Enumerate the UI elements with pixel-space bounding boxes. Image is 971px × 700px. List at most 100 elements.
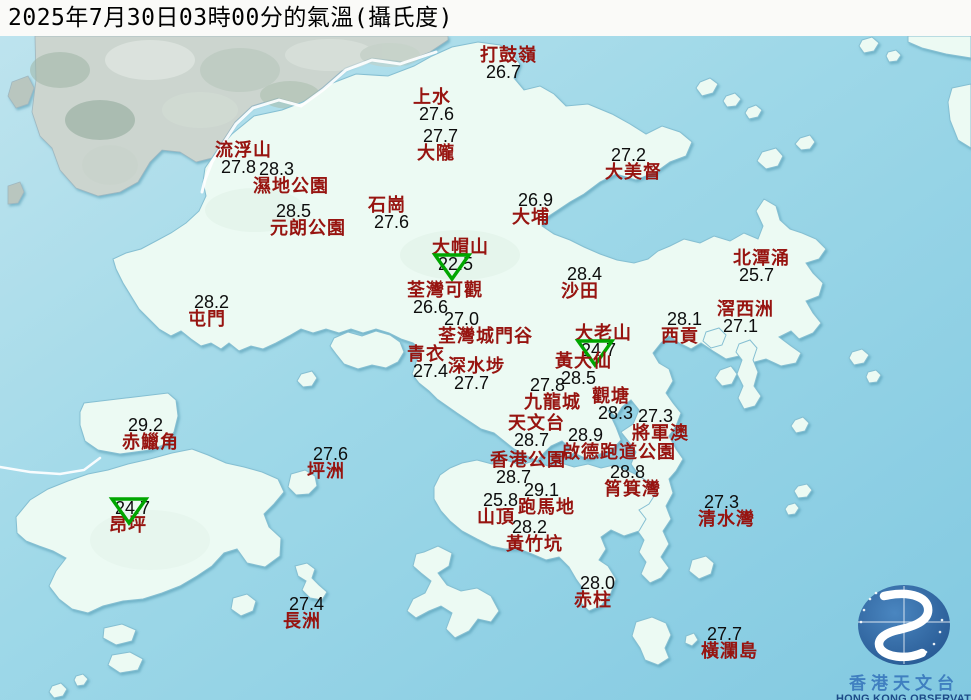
lamma-island xyxy=(406,545,500,639)
station-name: 觀塘 xyxy=(592,386,630,406)
station-label: 25.8 山頂 xyxy=(477,490,519,527)
station-value: 28.4 xyxy=(567,264,603,284)
station-name: 將軍澳 xyxy=(632,423,689,443)
station-label: 28.5 元朗公園 xyxy=(270,201,346,238)
station-value: 28.5 xyxy=(276,201,312,221)
border-river-line xyxy=(200,50,438,194)
station-name: 山頂 xyxy=(477,507,515,527)
station-name: 赤鱲角 xyxy=(122,432,179,452)
station-label: 石崗 27.6 xyxy=(368,195,410,232)
station-label: 滘西洲 27.1 xyxy=(717,299,774,336)
station-value: 28.7 xyxy=(514,430,550,450)
station-name: 打鼓嶺 xyxy=(480,45,537,65)
logo-title-zh: 香港天文台 xyxy=(849,674,959,693)
station-label: 觀塘 28.3 xyxy=(592,386,633,422)
station-value: 28.5 xyxy=(561,368,597,388)
station-value: 28.7 xyxy=(496,467,532,487)
station-label: 27.7 大隴 xyxy=(417,127,458,163)
station-value: 26.6 xyxy=(413,297,449,317)
land-masses xyxy=(15,35,971,699)
station-label: 29.1 跑馬地 xyxy=(518,480,575,517)
station-value: 27.8 xyxy=(221,157,257,177)
station-name: 西貢 xyxy=(661,326,699,346)
station-name: 深水埗 xyxy=(448,356,505,376)
station-value: 29.1 xyxy=(524,480,560,500)
station-name: 元朗公園 xyxy=(270,218,346,238)
station-label: 24.7 昂坪 xyxy=(108,497,150,534)
station-name: 大帽山 xyxy=(432,237,489,257)
new-territories xyxy=(112,41,827,584)
station-value: 27.1 xyxy=(723,316,759,336)
station-name: 九龍城 xyxy=(524,392,581,412)
station-label: 27.4 長洲 xyxy=(283,595,324,631)
station-value: 27.3 xyxy=(704,492,740,512)
station-value: 22.5 xyxy=(431,253,473,282)
station-value: 27.7 xyxy=(707,624,743,644)
station-value: 27.3 xyxy=(638,406,674,426)
station-name: 坪洲 xyxy=(307,461,345,481)
station-name: 大隴 xyxy=(417,143,455,163)
station-label: 26.9 大埔 xyxy=(512,190,554,226)
station-value: 27.6 xyxy=(374,212,410,232)
lantau-island xyxy=(15,448,285,614)
station-value: 27.6 xyxy=(313,444,349,464)
station-label: 27.3 將軍澳 xyxy=(632,406,689,443)
station-name: 大美督 xyxy=(605,162,662,182)
station-name: 石崗 xyxy=(368,195,406,215)
station-value: 27.0 xyxy=(444,309,480,329)
station-name: 荃灣可觀 xyxy=(407,280,483,300)
station-value: 28.3 xyxy=(259,159,295,179)
tsing-yi-island xyxy=(329,330,405,370)
station-value: 27.2 xyxy=(611,145,647,165)
station-value: 25.8 xyxy=(483,490,519,510)
station-name: 荃灣城門谷 xyxy=(438,326,533,346)
station-label: 28.9 啟德跑道公園 xyxy=(562,426,676,462)
station-label: 打鼓嶺 26.7 xyxy=(480,45,537,82)
station-label: 28.2 屯門 xyxy=(188,292,230,328)
logo-title-en: HONG KONG OBSERVATORY xyxy=(836,693,971,700)
station-label: 29.2 赤鱲角 xyxy=(122,416,179,452)
station-value: 24.7 xyxy=(108,497,150,526)
station-label: 27.0 荃灣城門谷 xyxy=(438,309,533,346)
station-label: 上水 27.6 xyxy=(413,87,454,123)
station-label: 天文台 28.7 xyxy=(508,414,565,450)
hko-logo-icon xyxy=(858,585,950,665)
hzmb-bridge-line xyxy=(0,456,102,476)
station-label: 27.6 坪洲 xyxy=(307,444,349,481)
station-name: 北潭涌 xyxy=(733,248,790,268)
station-value: 27.4 xyxy=(413,361,449,381)
station-label: 深水埗 27.7 xyxy=(448,356,505,393)
station-name: 筲箕灣 xyxy=(604,479,661,499)
station-value: 25.7 xyxy=(739,265,775,285)
station-name: 滘西洲 xyxy=(717,299,774,319)
station-label: 28.1 西貢 xyxy=(661,309,703,346)
station-value: 27.8 xyxy=(530,375,566,395)
station-value: 26.9 xyxy=(518,190,554,210)
station-label: 28.3 濕地公園 xyxy=(253,159,329,195)
station-name: 跑馬地 xyxy=(518,497,575,517)
station-label: 荃灣可觀 26.6 xyxy=(407,280,483,317)
cheung-chau-island xyxy=(294,562,328,601)
station-label: 青衣 27.4 xyxy=(407,345,449,381)
map-title: 2025年7月30日03時00分的氣溫(攝氏度) xyxy=(8,5,454,31)
station-value: 27.7 xyxy=(454,373,490,393)
station-value: 26.7 xyxy=(486,62,522,82)
station-name: 長洲 xyxy=(283,611,321,631)
station-name: 香港公園 xyxy=(490,450,566,470)
station-label: 27.3 清水灣 xyxy=(698,492,755,529)
station-name: 沙田 xyxy=(561,281,599,301)
station-value: 28.1 xyxy=(667,309,703,329)
station-label: 27.7 橫瀾島 xyxy=(701,624,758,661)
station-label: 27.8 九龍城 xyxy=(524,375,581,412)
station-name: 啟德跑道公園 xyxy=(562,442,676,462)
station-value: 28.8 xyxy=(610,462,646,482)
station-name: 橫瀾島 xyxy=(701,641,758,661)
station-name: 清水灣 xyxy=(698,509,755,529)
station-name: 上水 xyxy=(413,87,451,107)
station-value: 28.2 xyxy=(194,292,230,312)
hong-kong-island xyxy=(433,459,657,612)
station-label: 流浮山 27.8 xyxy=(215,141,272,177)
station-label: 大帽山 22.5 xyxy=(431,237,489,282)
